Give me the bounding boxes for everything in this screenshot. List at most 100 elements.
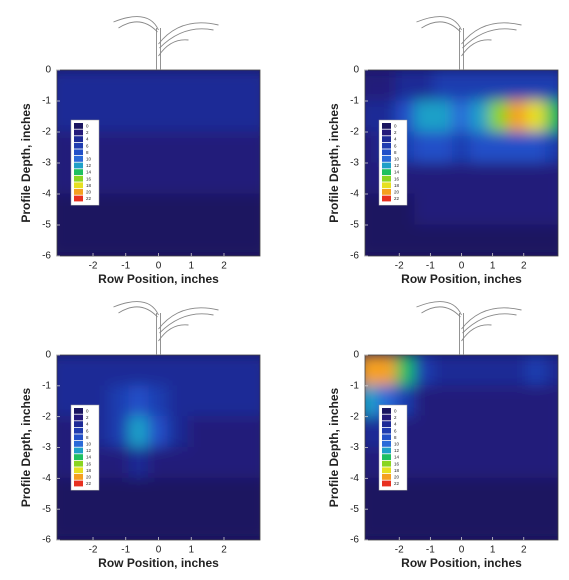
heatmap-cell [227,225,248,257]
heatmap-cell [508,509,528,541]
heatmap-cell [168,225,189,257]
y-tick-label: -3 [42,158,51,169]
y-tick-label: -2 [42,411,51,422]
colorbar-swatch [382,136,391,142]
heatmap-cell [358,509,378,541]
heatmap-cell [526,132,546,164]
heatmap-cell [50,385,71,417]
heatmap-cell [168,385,189,417]
x-tick-label: 0 [156,261,162,272]
heatmap-cell [50,416,71,448]
colorbar-swatch [74,467,83,473]
colorbar-label: 16 [394,461,400,466]
heatmap-cell [508,355,528,387]
heatmap-cell [109,478,130,510]
heatmap-cell [129,101,150,133]
heatmap-cell [109,132,130,164]
y-tick-label: -6 [42,251,51,262]
colorbar-swatch [382,196,391,202]
heatmap-cell [109,163,130,195]
y-tick-label: -1 [350,380,359,391]
colorbar-swatch [382,130,391,136]
heatmap-cell [227,70,248,102]
heatmap-cell [526,194,546,226]
colorbar-label: 16 [86,461,92,466]
heatmap-cell [148,478,169,510]
heatmap-cell [433,478,453,510]
heatmap-cell [508,132,528,164]
heatmap-cell [187,509,208,541]
heatmap-cell [452,101,472,133]
heatmap-cell [148,355,169,387]
x-tick-label: 0 [459,261,465,272]
heatmap-cell [433,132,453,164]
heatmap-cell [396,225,416,257]
heatmap-cell [489,385,509,417]
x-tick-label: 1 [188,261,194,272]
x-tick-label: 2 [521,261,527,272]
colorbar-swatch [382,454,391,460]
heatmap-cell [452,509,472,541]
plant-stroke [114,302,159,315]
heatmap-cell [489,132,509,164]
x-tick-label: 2 [521,545,527,556]
heatmap-cell [246,385,267,417]
colorbar-swatch [382,481,391,487]
heatmap-cell [377,225,397,257]
colorbar-label: 22 [86,196,92,201]
x-tick-label: 1 [490,261,496,272]
heatmap-cell [207,194,228,226]
heatmap-cell [246,101,267,133]
heatmap-cell [470,194,490,226]
heatmap-cell [470,416,490,448]
heatmap-cell [227,355,248,387]
heatmap-cell [129,509,150,541]
heatmap-cell [207,163,228,195]
heatmap-cell [168,416,189,448]
heatmap-cell [470,70,490,102]
colorbar-label: 14 [394,455,400,460]
y-tick-label: -4 [350,473,359,484]
heatmap-cell [50,132,71,164]
heatmap-cell [545,70,565,102]
heatmap-cell [414,385,434,417]
y-axis-label: Profile Depth, inches [19,387,33,507]
heatmap-cell [526,225,546,257]
heatmap-cell [452,385,472,417]
heatmap-cell [50,447,71,479]
heatmap-cell [50,355,71,387]
heatmap-cell [545,163,565,195]
heatmap-cell [526,355,546,387]
colorbar-swatch [74,421,83,427]
colorbar-label: 10 [86,156,92,161]
x-tick-label: -2 [89,545,98,556]
heatmap-cell [526,163,546,195]
heatmap-cell [508,478,528,510]
y-tick-label: -3 [42,442,51,453]
heatmap-cell [508,194,528,226]
colorbar-swatch [74,454,83,460]
colorbar-swatch [74,143,83,149]
colorbar-swatch [74,474,83,480]
heatmap-cell [70,355,91,387]
heatmap-cell [207,225,228,257]
heatmap-cell [109,194,130,226]
heatmap-cell [433,355,453,387]
heatmap-cell [452,355,472,387]
plant-icon [114,17,219,70]
heatmap-cell [452,163,472,195]
heatmap-cell [526,385,546,417]
heatmap-cell [109,70,130,102]
heatmap-cell [414,163,434,195]
colorbar-label: 18 [86,468,92,473]
y-tick-label: -3 [350,158,359,169]
heatmap-cell [129,385,150,417]
heatmap-cell [545,101,565,133]
heatmap-cell [414,447,434,479]
heatmap-cell [148,447,169,479]
heatmap-cell [358,194,378,226]
heatmap-cell [470,355,490,387]
plant-stroke [463,29,517,48]
colorbar-label: 20 [394,474,400,479]
heatmap-cell [207,385,228,417]
